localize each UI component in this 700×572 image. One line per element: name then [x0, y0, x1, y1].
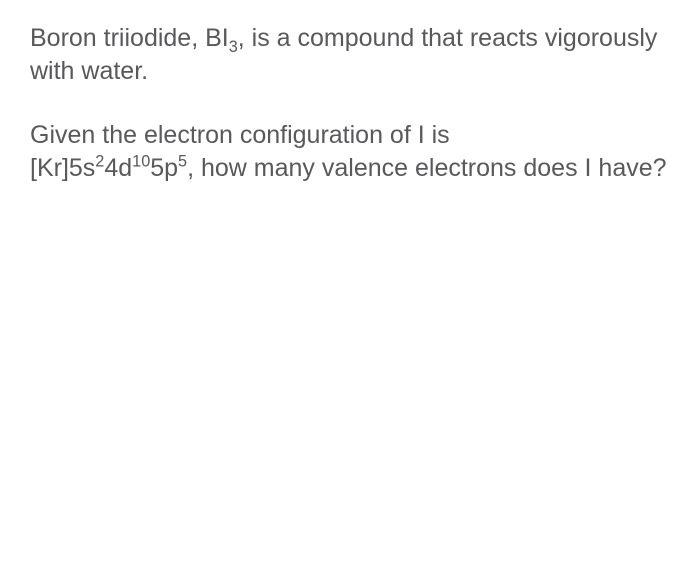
config-mid2: 5p [150, 154, 178, 182]
config-suffix: , how many valence electrons does I have… [187, 154, 666, 182]
config-mid1: 4d [104, 154, 132, 182]
question-line1: Given the electron configuration of I is [30, 121, 450, 149]
superscript-1: 2 [95, 152, 104, 170]
paragraph-question: Given the electron configuration of I is… [30, 119, 670, 184]
superscript-3: 5 [178, 152, 187, 170]
subscript-formula: 3 [229, 38, 238, 56]
config-prefix: [Kr]5s [30, 154, 95, 182]
superscript-2: 10 [132, 152, 150, 170]
intro-text-before: Boron triiodide, BI [30, 24, 229, 52]
paragraph-intro: Boron triiodide, BI3, is a compound that… [30, 22, 670, 87]
